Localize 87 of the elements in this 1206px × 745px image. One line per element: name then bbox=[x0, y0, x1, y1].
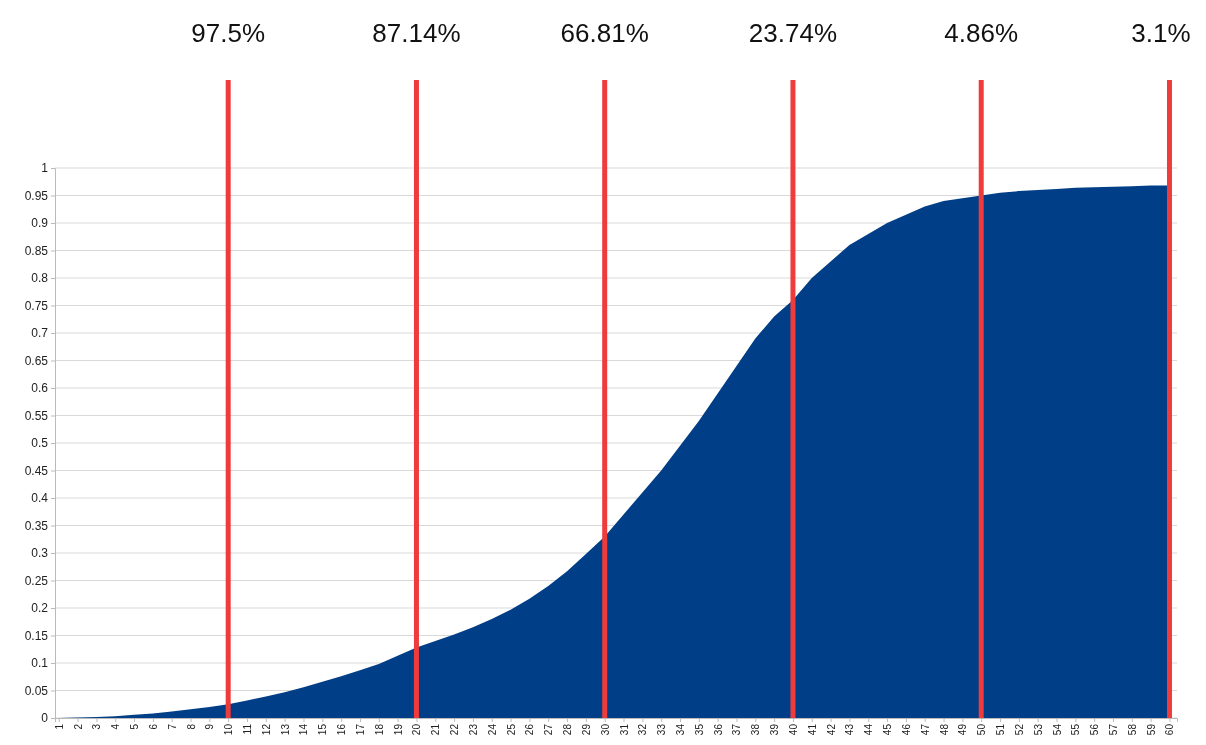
y-tick-label: 0.3 bbox=[31, 546, 49, 561]
x-tick-label: 30 bbox=[599, 723, 611, 736]
y-tick-label: 0.55 bbox=[24, 408, 49, 423]
x-tick-label: 55 bbox=[1070, 723, 1082, 736]
x-tick-label: 21 bbox=[430, 723, 442, 736]
x-tick-label: 40 bbox=[787, 723, 799, 736]
x-tick-label: 58 bbox=[1126, 723, 1138, 736]
x-tick-label: 7 bbox=[166, 723, 178, 730]
y-tick-label: 0.9 bbox=[31, 216, 49, 231]
x-tick-label: 53 bbox=[1032, 723, 1044, 736]
x-tick-label: 54 bbox=[1051, 723, 1063, 736]
y-tick-label: 0.05 bbox=[24, 683, 49, 698]
x-tick-label: 27 bbox=[543, 723, 555, 736]
ref-line-label: 23.74% bbox=[748, 18, 838, 48]
x-tick-label: 13 bbox=[279, 723, 291, 736]
x-tick-label: 18 bbox=[373, 723, 385, 736]
x-tick-label: 52 bbox=[1013, 723, 1025, 736]
y-tick-label: 1 bbox=[41, 161, 49, 176]
y-tick-label: 0.95 bbox=[24, 188, 49, 203]
x-tick-label: 16 bbox=[336, 723, 348, 736]
ref-line-label: 3.1% bbox=[1131, 18, 1191, 48]
x-tick-label: 4 bbox=[110, 723, 122, 730]
y-tick-label: 0.6 bbox=[31, 381, 49, 396]
x-tick-label: 12 bbox=[260, 723, 272, 736]
x-tick-label: 56 bbox=[1089, 723, 1101, 736]
ref-line-label: 87.14% bbox=[372, 18, 461, 48]
ref-line-label: 66.81% bbox=[560, 18, 649, 48]
x-tick-label: 41 bbox=[806, 723, 818, 736]
x-tick-label: 5 bbox=[129, 723, 141, 730]
x-tick-label: 14 bbox=[298, 723, 310, 736]
x-tick-label: 57 bbox=[1107, 723, 1119, 736]
x-tick-label: 19 bbox=[392, 723, 404, 736]
x-tick-label: 15 bbox=[317, 723, 329, 736]
y-tick-label: 0.2 bbox=[31, 601, 49, 616]
x-tick-label: 46 bbox=[900, 723, 912, 736]
x-tick-label: 34 bbox=[675, 723, 687, 736]
y-tick-label: 0.75 bbox=[24, 298, 49, 313]
x-tick-label: 3 bbox=[91, 723, 103, 730]
y-tick-label: 0.15 bbox=[24, 628, 49, 643]
x-tick-label: 31 bbox=[618, 723, 630, 736]
x-tick-label: 33 bbox=[656, 723, 668, 736]
y-tick-label: 0.35 bbox=[24, 518, 49, 533]
x-tick-label: 39 bbox=[769, 723, 781, 736]
x-tick-label: 8 bbox=[185, 723, 197, 730]
x-tick-label: 17 bbox=[354, 723, 366, 736]
x-tick-label: 2 bbox=[72, 723, 84, 730]
y-tick-label: 0.1 bbox=[31, 656, 49, 671]
x-tick-label: 47 bbox=[919, 723, 931, 736]
x-tick-label: 45 bbox=[882, 723, 894, 736]
x-tick-label: 50 bbox=[976, 723, 988, 736]
y-tick-label: 0.7 bbox=[31, 326, 49, 341]
x-tick-label: 28 bbox=[562, 723, 574, 736]
y-tick-label: 0.65 bbox=[24, 353, 49, 368]
x-tick-label: 51 bbox=[995, 723, 1007, 736]
x-tick-label: 26 bbox=[524, 723, 536, 736]
x-tick-label: 25 bbox=[505, 723, 517, 736]
x-tick-label: 49 bbox=[957, 723, 969, 736]
x-tick-label: 42 bbox=[825, 723, 837, 736]
x-tick-label: 6 bbox=[147, 723, 159, 730]
x-tick-label: 37 bbox=[731, 723, 743, 736]
y-tick-label: 0 bbox=[41, 711, 49, 726]
y-tick-label: 0.8 bbox=[31, 271, 49, 286]
x-tick-label: 24 bbox=[486, 723, 498, 736]
x-tick-label: 9 bbox=[204, 723, 216, 730]
x-tick-label: 59 bbox=[1145, 723, 1157, 736]
x-tick-label: 20 bbox=[411, 723, 423, 736]
x-tick-label: 44 bbox=[863, 723, 875, 736]
x-tick-label: 1 bbox=[53, 723, 65, 730]
x-tick-label: 35 bbox=[693, 723, 705, 736]
y-tick-label: 0.45 bbox=[24, 463, 49, 478]
y-tick-label: 0.4 bbox=[31, 491, 49, 506]
x-tick-label: 23 bbox=[467, 723, 479, 736]
y-tick-label: 0.85 bbox=[24, 243, 49, 258]
x-tick-label: 48 bbox=[938, 723, 950, 736]
x-tick-label: 36 bbox=[712, 723, 724, 736]
ref-line-label: 97.5% bbox=[191, 18, 266, 48]
x-tick-label: 10 bbox=[223, 723, 235, 736]
y-tick-label: 0.25 bbox=[24, 573, 49, 588]
x-tick-label: 11 bbox=[242, 723, 254, 735]
x-tick-label: 22 bbox=[449, 723, 461, 736]
ref-line-label: 4.86% bbox=[944, 18, 1019, 48]
x-tick-label: 38 bbox=[750, 723, 762, 736]
x-tick-label: 32 bbox=[637, 723, 649, 736]
y-tick-label: 0.5 bbox=[31, 436, 49, 451]
x-tick-label: 29 bbox=[580, 723, 592, 736]
x-tick-label: 43 bbox=[844, 723, 856, 736]
x-tick-label: 60 bbox=[1164, 723, 1176, 736]
